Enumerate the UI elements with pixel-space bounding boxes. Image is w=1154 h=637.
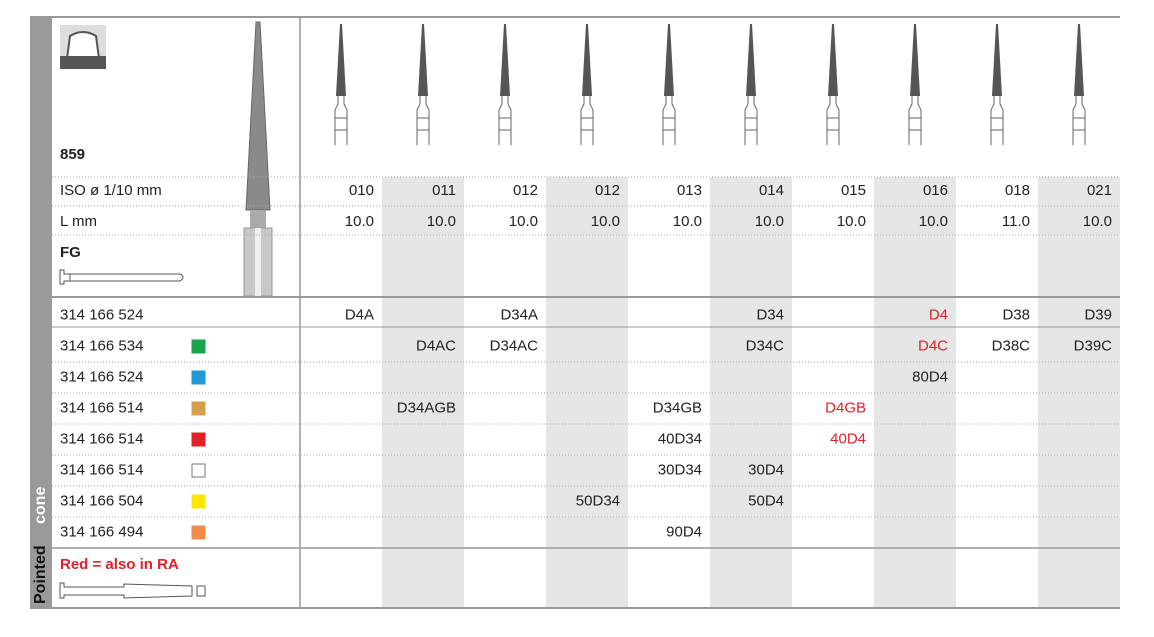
- side-label: Pointed: [32, 545, 49, 604]
- article-code: D34A: [500, 306, 538, 323]
- article-code: 40D4: [830, 430, 866, 447]
- iso-size: 015: [841, 182, 866, 199]
- row-label: L mm: [60, 213, 97, 230]
- article-code: D39C: [1074, 337, 1113, 354]
- note: Red = also in RA: [60, 556, 179, 573]
- bur-neck: [908, 96, 922, 145]
- article-code: 50D4: [748, 492, 784, 509]
- iso-size: 021: [1087, 182, 1112, 199]
- bur-neck: [1072, 96, 1086, 145]
- iso-size: 012: [513, 182, 538, 199]
- article-code: D34GB: [653, 399, 702, 416]
- side-sublabel: cone: [32, 487, 49, 524]
- row-label: ISO ø 1/10 mm: [60, 182, 162, 199]
- length: 11.0: [1002, 213, 1030, 230]
- order-code: 314 166 524: [60, 306, 143, 323]
- article-code: D34: [756, 306, 784, 323]
- iso-size: 012: [595, 182, 620, 199]
- column-shade: [382, 177, 464, 608]
- bur-image: [243, 21, 273, 297]
- order-code: 314 166 514: [60, 430, 143, 447]
- bur-image: [418, 24, 428, 96]
- column-shade: [874, 177, 956, 608]
- order-code: 314 166 534: [60, 337, 143, 354]
- length: 10.0: [755, 213, 784, 230]
- bur-neck: [498, 96, 512, 145]
- article-code: D39: [1084, 306, 1112, 323]
- color-swatch: [191, 401, 206, 416]
- bur-image: [910, 24, 920, 96]
- bur-image: [664, 24, 674, 96]
- length: 10.0: [345, 213, 374, 230]
- length: 10.0: [509, 213, 538, 230]
- side-strip: [30, 17, 52, 608]
- bur-image: [582, 24, 592, 96]
- length: 10.0: [591, 213, 620, 230]
- article-code: D34AGB: [397, 399, 456, 416]
- shank-icon: [59, 269, 184, 285]
- iso-size: 014: [759, 182, 784, 199]
- shank-label: FG: [60, 244, 81, 261]
- article-code: D34C: [746, 337, 785, 354]
- bur-image: [1074, 24, 1084, 96]
- article-code: 40D34: [658, 430, 702, 447]
- article-code: D4GB: [825, 399, 866, 416]
- tooth-icon: [60, 25, 106, 69]
- article-code: 30D4: [748, 461, 784, 478]
- article-code: D4: [929, 306, 948, 323]
- article-code: 90D4: [666, 523, 702, 540]
- iso-size: 016: [923, 182, 948, 199]
- article-code: D4C: [918, 337, 948, 354]
- article-code: D4A: [345, 306, 374, 323]
- ra-shank-icon: [59, 582, 206, 599]
- order-code: 314 166 504: [60, 492, 143, 509]
- length: 10.0: [919, 213, 948, 230]
- color-swatch: [191, 494, 206, 509]
- iso-size: 018: [1005, 182, 1030, 199]
- article-code: 50D34: [576, 492, 620, 509]
- article-code: D38C: [992, 337, 1031, 354]
- color-swatch: [191, 432, 206, 447]
- bur-neck: [826, 96, 840, 145]
- iso-size: 011: [432, 182, 456, 199]
- figure-number: 859: [60, 146, 85, 163]
- bur-neck: [744, 96, 758, 145]
- iso-size: 013: [677, 182, 702, 199]
- order-code: 314 166 514: [60, 461, 143, 478]
- order-code: 314 166 524: [60, 368, 143, 385]
- iso-size: 010: [349, 182, 374, 199]
- bur-neck: [580, 96, 594, 145]
- color-swatch: [191, 525, 206, 540]
- bur-neck: [662, 96, 676, 145]
- length: 10.0: [673, 213, 702, 230]
- length: 10.0: [427, 213, 456, 230]
- bur-neck: [990, 96, 1004, 145]
- article-code: D4AC: [416, 337, 456, 354]
- bur-image: [828, 24, 838, 96]
- order-code: 314 166 514: [60, 399, 143, 416]
- bur-image: [992, 24, 1002, 96]
- bur-neck: [416, 96, 430, 145]
- length: 10.0: [837, 213, 866, 230]
- bur-image: [746, 24, 756, 96]
- article-code: 30D34: [658, 461, 702, 478]
- color-swatch: [191, 370, 206, 385]
- length: 10.0: [1083, 213, 1112, 230]
- bur-image: [500, 24, 510, 96]
- article-code: D38: [1002, 306, 1030, 323]
- article-code: 80D4: [912, 368, 948, 385]
- color-swatch: [191, 339, 206, 354]
- article-code: D34AC: [490, 337, 539, 354]
- color-swatch: [191, 463, 206, 478]
- bur-image: [336, 24, 346, 96]
- bur-neck: [334, 96, 348, 145]
- order-code: 314 166 494: [60, 523, 143, 540]
